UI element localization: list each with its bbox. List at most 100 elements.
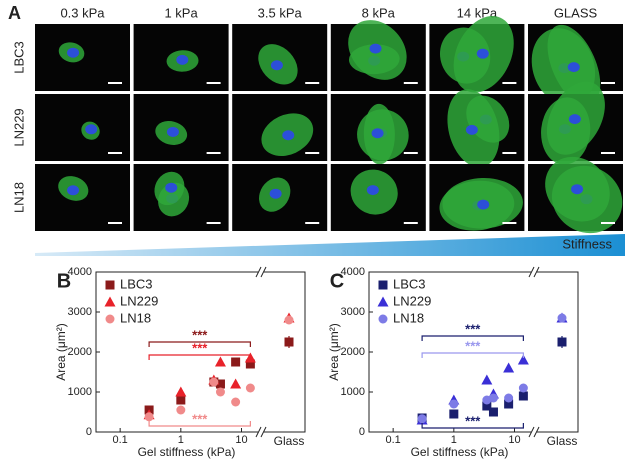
marker-circle xyxy=(518,383,528,393)
x-break-label: Glass xyxy=(274,434,305,448)
marker-triangle xyxy=(214,356,226,367)
significance-bracket xyxy=(148,341,251,347)
marker-square xyxy=(504,399,514,409)
column-label: 0.3 kPa xyxy=(60,5,105,20)
legend-label: LN18 xyxy=(393,310,424,325)
legend-label: LBC3 xyxy=(120,276,153,291)
marker-square xyxy=(557,337,567,347)
axis-break-gap xyxy=(258,267,264,277)
x-break-label: Glass xyxy=(547,434,578,448)
row-label: LN18 xyxy=(11,182,26,213)
legend-marker xyxy=(377,296,389,307)
row-label: LN229 xyxy=(11,108,26,146)
cell-nucleus xyxy=(165,182,178,193)
marker-circle xyxy=(557,313,567,323)
significance-label: *** xyxy=(192,411,208,426)
legend-marker xyxy=(104,296,116,307)
y-axis-label: Area (μm²) xyxy=(327,323,341,381)
significance-bracket xyxy=(421,335,524,341)
legend-label: LBC3 xyxy=(393,276,426,291)
axis-break xyxy=(260,426,267,438)
cell-nucleus xyxy=(567,62,580,73)
marker-circle xyxy=(245,383,255,393)
x-axis-label: Gel stiffness (kPa) xyxy=(138,445,236,459)
marker-circle xyxy=(417,414,427,424)
marker-circle xyxy=(144,412,154,422)
cell-nucleus xyxy=(282,130,295,141)
x-tick-label: 0.1 xyxy=(112,434,127,446)
y-tick-label: 3000 xyxy=(68,306,92,318)
cell-nucleus xyxy=(465,124,478,135)
cell-nucleus xyxy=(571,184,584,195)
row-label: LBC3 xyxy=(11,41,26,74)
panel-label: A xyxy=(8,3,21,23)
significance-label: *** xyxy=(192,340,208,355)
marker-triangle xyxy=(517,354,529,365)
legend-marker xyxy=(105,280,115,290)
axis-break xyxy=(260,266,267,278)
stiffness-wedge xyxy=(35,234,625,256)
legend-marker xyxy=(378,314,388,324)
marker-triangle xyxy=(175,386,187,397)
marker-square xyxy=(231,357,241,367)
legend-marker xyxy=(378,280,388,290)
axis-break xyxy=(533,266,540,278)
marker-circle xyxy=(215,387,225,397)
y-tick-label: 3000 xyxy=(341,306,365,318)
significance-bracket xyxy=(148,421,251,427)
significance-label: *** xyxy=(465,321,481,336)
cell-nucleus xyxy=(476,48,489,59)
y-tick-label: 1000 xyxy=(68,386,92,398)
y-tick-label: 2000 xyxy=(68,346,92,358)
axis-break xyxy=(255,266,262,278)
significance-label: *** xyxy=(192,327,208,342)
marker-circle xyxy=(209,377,219,387)
cell-nucleus xyxy=(67,185,80,196)
cell-nucleus xyxy=(270,60,283,71)
y-tick-label: 1000 xyxy=(341,386,365,398)
significance-label: *** xyxy=(465,413,481,428)
cell-nucleus xyxy=(371,128,384,139)
x-tick-label: 10 xyxy=(235,434,247,446)
marker-square xyxy=(449,409,459,419)
cell-nucleus xyxy=(477,199,490,210)
y-tick-label: 2000 xyxy=(341,346,365,358)
cell-nucleus xyxy=(67,47,80,58)
axis-break-gap xyxy=(531,267,537,277)
legend-label: LN229 xyxy=(120,293,158,308)
y-axis-label: Area (μm²) xyxy=(54,323,68,381)
significance-bracket xyxy=(421,423,524,429)
marker-circle xyxy=(284,315,294,325)
cell-nucleus xyxy=(568,114,581,125)
cell-nucleus xyxy=(85,124,98,135)
cell-nucleus xyxy=(269,188,282,199)
marker-square xyxy=(488,407,498,417)
y-tick-label: 4000 xyxy=(341,266,365,278)
marker-circle xyxy=(231,397,241,407)
marker-square xyxy=(215,379,225,389)
legend-label: LN229 xyxy=(393,293,431,308)
legend-marker xyxy=(105,314,115,324)
y-tick-label: 0 xyxy=(359,426,365,438)
marker-square xyxy=(482,401,492,411)
cell-nucleus xyxy=(166,126,179,137)
x-tick-label: 0.1 xyxy=(385,434,400,446)
x-tick-label: 10 xyxy=(508,434,520,446)
y-tick-label: 4000 xyxy=(68,266,92,278)
column-label: 8 kPa xyxy=(362,5,396,20)
marker-circle xyxy=(176,405,186,415)
axis-break-gap xyxy=(258,427,264,437)
marker-circle xyxy=(488,393,498,403)
significance-bracket xyxy=(421,352,524,358)
marker-square xyxy=(284,337,294,347)
marker-triangle xyxy=(503,362,515,373)
gradient-label: Stiffness xyxy=(562,236,612,251)
axis-break xyxy=(528,426,535,438)
cell-nucleus xyxy=(366,185,379,196)
axis-break xyxy=(528,266,535,278)
y-tick-label: 0 xyxy=(86,426,92,438)
panel-label: B xyxy=(57,270,71,292)
axis-break xyxy=(533,426,540,438)
panel-label: C xyxy=(330,270,344,292)
